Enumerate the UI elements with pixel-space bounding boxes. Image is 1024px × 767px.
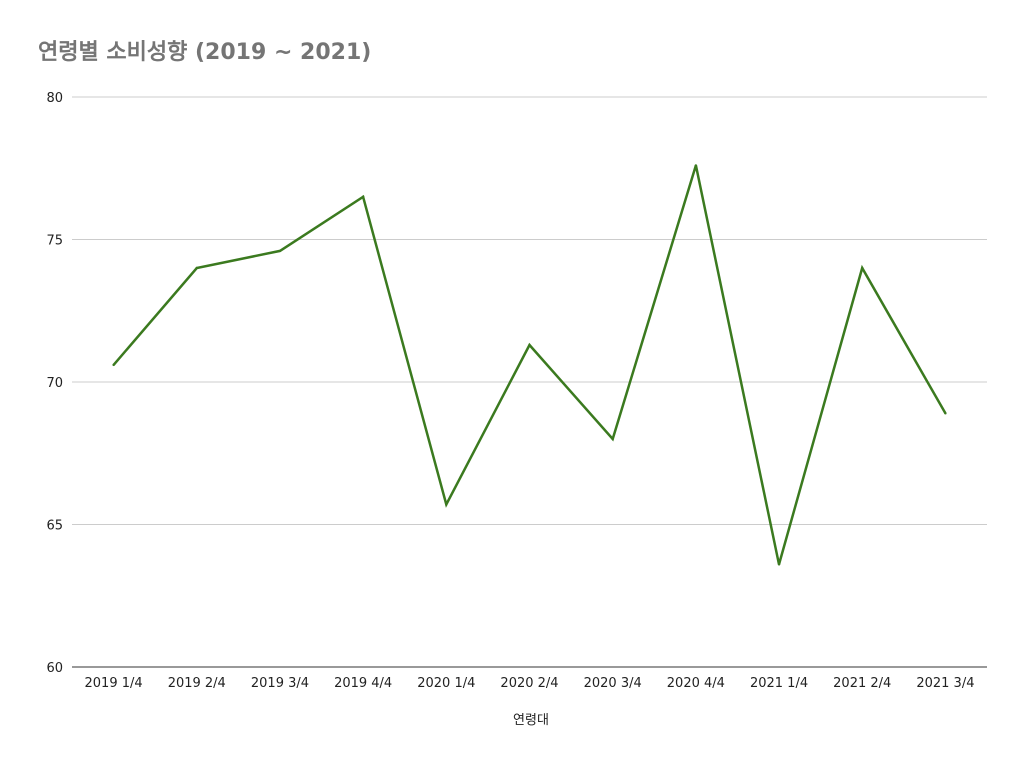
x-axis-label: 연령대 <box>513 713 549 728</box>
x-tick-label: 2020 1/4 <box>417 676 475 691</box>
x-tick-label: 2021 3/4 <box>916 676 974 691</box>
y-tick-label: 65 <box>46 519 63 534</box>
x-tick-label: 2021 1/4 <box>750 676 808 691</box>
data-point <box>361 195 365 198</box>
x-tick-label: 2019 4/4 <box>334 676 392 691</box>
series-line <box>112 165 947 565</box>
y-tick-label: 70 <box>46 376 63 391</box>
x-tick-label: 2020 3/4 <box>584 676 642 691</box>
data-point <box>278 249 282 253</box>
x-tick-label: 2020 2/4 <box>500 676 558 691</box>
data-point <box>195 266 198 270</box>
x-tick-label: 2021 2/4 <box>833 676 891 691</box>
y-tick-label: 80 <box>46 91 63 106</box>
data-point <box>445 503 448 506</box>
y-tick-label: 75 <box>46 234 63 249</box>
data-point <box>528 343 531 347</box>
data-point <box>611 437 614 441</box>
series-lines <box>112 164 947 566</box>
x-axis-ticks: 2019 1/4 2019 2/4 2019 3/4 2019 4/4 2020 1/4… <box>85 676 975 691</box>
x-tick-label: 2019 3/4 <box>251 676 309 691</box>
data-point <box>112 363 115 367</box>
data-point <box>694 164 698 167</box>
chart-title: 연령별 소비성향 (2019 ~ 2021) <box>38 40 372 65</box>
data-point <box>944 412 947 415</box>
gridlines <box>72 96 987 668</box>
data-point <box>777 563 781 566</box>
data-point <box>861 266 864 270</box>
y-axis-ticks: 60 65 70 75 80 <box>46 91 63 676</box>
x-tick-label: 2019 2/4 <box>168 676 226 691</box>
x-tick-label: 2019 1/4 <box>85 676 143 691</box>
x-tick-label: 2020 4/4 <box>667 676 725 691</box>
y-tick-label: 60 <box>46 661 63 676</box>
